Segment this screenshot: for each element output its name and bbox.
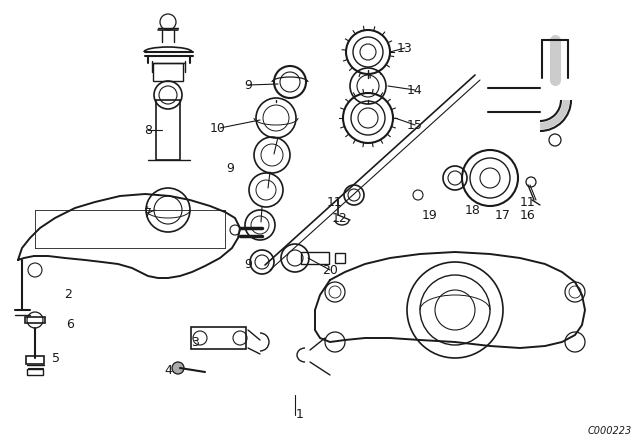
Bar — [26, 356, 44, 364]
Text: C000223: C000223 — [588, 426, 632, 436]
Text: 1: 1 — [296, 409, 304, 422]
Circle shape — [172, 362, 184, 374]
Text: 4: 4 — [164, 363, 172, 376]
Text: 7: 7 — [144, 207, 152, 220]
Text: 9: 9 — [244, 258, 252, 271]
Text: 5: 5 — [52, 352, 60, 365]
Text: 6: 6 — [66, 319, 74, 332]
Bar — [27, 369, 43, 375]
Bar — [156, 100, 180, 160]
Text: 10: 10 — [210, 121, 226, 134]
Text: 20: 20 — [322, 263, 338, 276]
Text: 9: 9 — [226, 161, 234, 175]
Bar — [335, 253, 345, 263]
Text: 14: 14 — [407, 83, 423, 96]
Text: 3: 3 — [191, 336, 199, 349]
Text: 19: 19 — [422, 208, 438, 221]
Text: 12: 12 — [332, 211, 348, 224]
Text: 8: 8 — [144, 124, 152, 137]
Text: 17: 17 — [495, 208, 511, 221]
Bar — [301, 252, 329, 264]
Text: 13: 13 — [397, 42, 413, 55]
Bar — [191, 327, 246, 349]
Text: 9: 9 — [244, 78, 252, 91]
Bar — [153, 63, 183, 81]
Text: 16: 16 — [520, 208, 536, 221]
Text: 18: 18 — [465, 203, 481, 216]
Bar — [25, 317, 45, 323]
Text: 11: 11 — [520, 195, 536, 208]
Text: 11: 11 — [327, 195, 343, 208]
Text: 15: 15 — [407, 119, 423, 132]
Text: 2: 2 — [64, 289, 72, 302]
